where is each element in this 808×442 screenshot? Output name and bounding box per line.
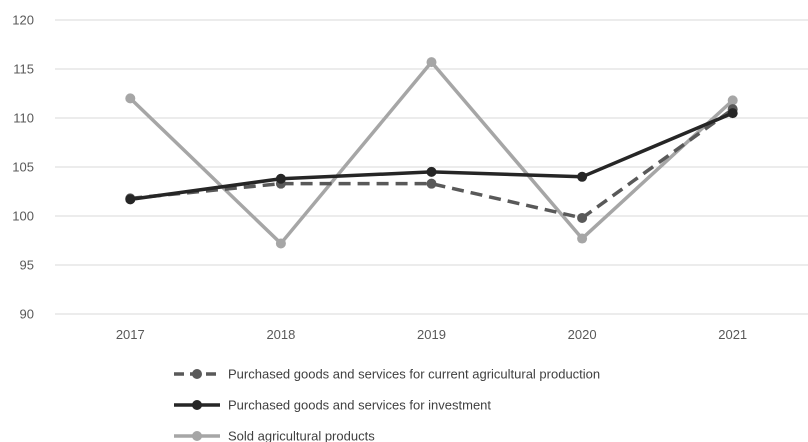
data-point xyxy=(275,173,286,184)
y-tick-label: 105 xyxy=(12,160,34,175)
data-point xyxy=(125,194,136,205)
data-point xyxy=(275,238,286,249)
data-point xyxy=(727,108,738,119)
series-line xyxy=(130,107,734,220)
legend-entry-3: Sold agricultural products xyxy=(174,429,375,442)
legend-entry-1: Purchased goods and services for current… xyxy=(174,367,600,382)
legend-marker xyxy=(192,431,202,441)
legend-label: Sold agricultural products xyxy=(228,429,375,442)
legend-label: Purchased goods and services for investm… xyxy=(228,398,491,413)
series-lines xyxy=(125,57,738,249)
x-tick-label: 2020 xyxy=(568,327,597,342)
legend-entry-2: Purchased goods and services for investm… xyxy=(174,398,491,413)
series-1 xyxy=(125,104,738,223)
y-axis-ticks: 90 95 100 105 110 115 120 xyxy=(12,13,34,322)
y-tick-label: 115 xyxy=(13,62,34,77)
series-2 xyxy=(125,108,738,205)
data-point xyxy=(577,233,588,244)
data-point xyxy=(577,171,588,182)
x-tick-label: 2021 xyxy=(718,327,747,342)
x-tick-label: 2018 xyxy=(266,327,295,342)
y-tick-label: 90 xyxy=(20,307,34,322)
data-point xyxy=(426,178,437,189)
y-tick-label: 95 xyxy=(20,258,34,273)
y-tick-label: 110 xyxy=(13,111,34,126)
gridlines xyxy=(55,19,808,315)
legend-label: Purchased goods and services for current… xyxy=(228,367,600,382)
data-point xyxy=(727,95,738,106)
legend-marker xyxy=(192,369,202,379)
y-tick-label: 120 xyxy=(12,13,34,28)
data-point xyxy=(426,57,437,68)
data-point xyxy=(577,212,588,223)
series-3 xyxy=(125,57,738,249)
data-point xyxy=(426,166,437,177)
legend-marker xyxy=(192,400,202,410)
y-tick-label: 100 xyxy=(12,209,34,224)
x-tick-label: 2019 xyxy=(417,327,446,342)
legend: Purchased goods and services for current… xyxy=(174,367,600,442)
x-tick-label: 2017 xyxy=(116,327,145,342)
x-axis-ticks: 2017 2018 2019 2020 2021 xyxy=(116,327,747,342)
data-point xyxy=(125,93,136,104)
